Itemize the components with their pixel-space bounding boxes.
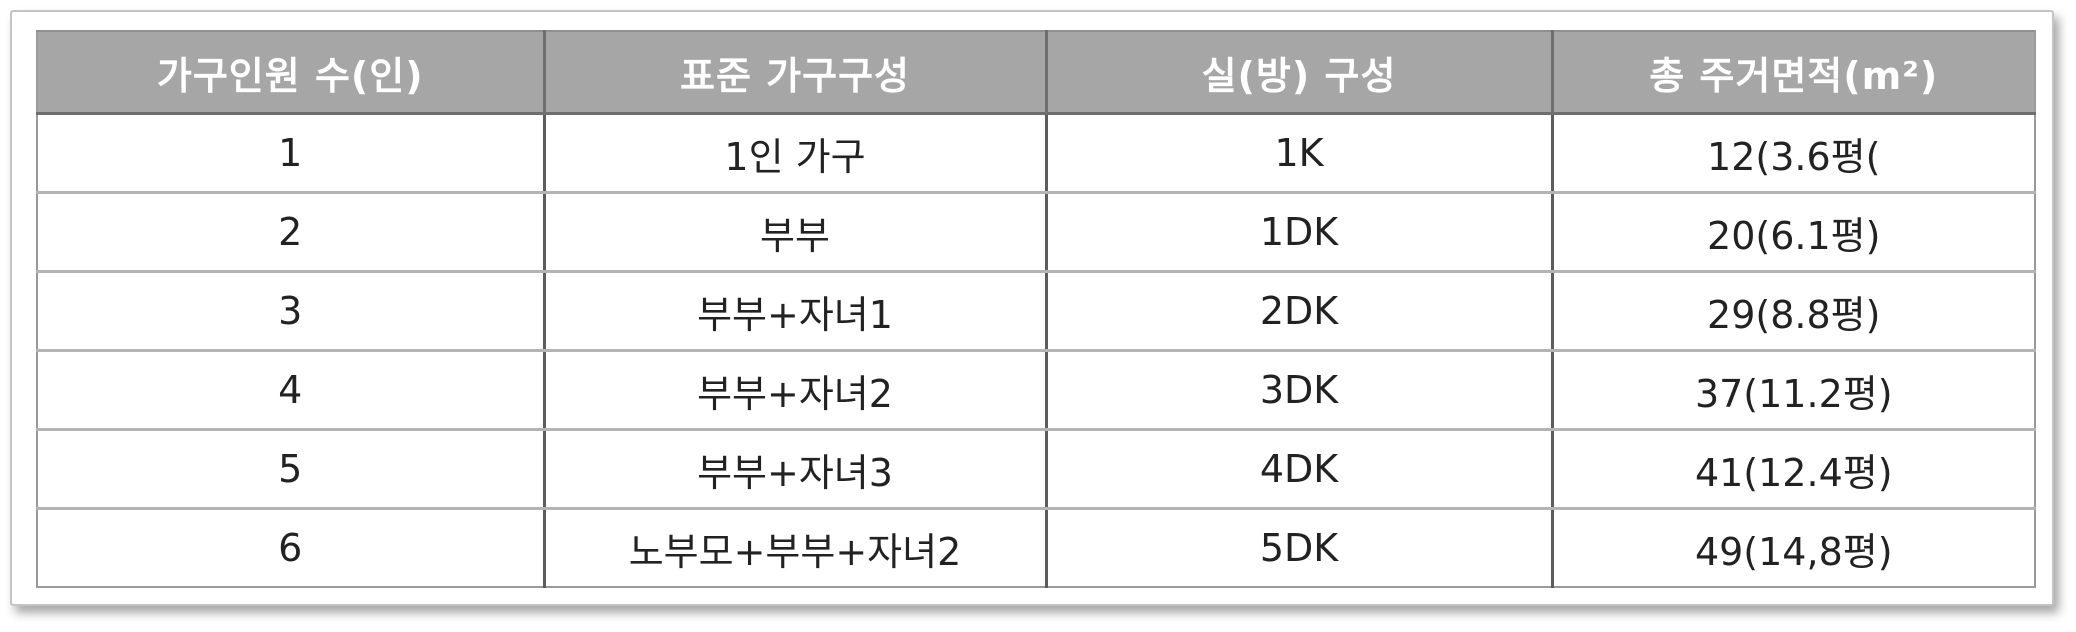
table-row: 2 부부 1DK 20(6.1평) — [36, 192, 2036, 273]
cell-household-composition: 부부+자녀1 — [542, 271, 1046, 352]
cell-room-composition: 4DK — [1044, 429, 1552, 510]
cell-room-composition: 5DK — [1044, 508, 1552, 588]
cell-total-floor-area: 37(11.2평) — [1550, 350, 2036, 431]
table-row: 1 1인 가구 1K 12(3.6평( — [36, 113, 2036, 194]
table-frame: 가구인원 수(인) 표준 가구구성 실(방) 구성 총 주거면적(m²) 1 1… — [10, 10, 2054, 606]
cell-total-floor-area: 12(3.6평( — [1550, 113, 2036, 194]
cell-household-size: 4 — [36, 350, 544, 431]
header-room-composition: 실(방) 구성 — [1044, 30, 1552, 115]
cell-room-composition: 1DK — [1044, 192, 1552, 273]
table-row: 3 부부+자녀1 2DK 29(8.8평) — [36, 271, 2036, 352]
cell-household-composition: 노부모+부부+자녀2 — [542, 508, 1046, 588]
cell-household-composition: 1인 가구 — [542, 113, 1046, 194]
cell-room-composition: 2DK — [1044, 271, 1552, 352]
cell-household-size: 6 — [36, 508, 544, 588]
header-household-size: 가구인원 수(인) — [36, 30, 544, 115]
table-row: 4 부부+자녀2 3DK 37(11.2평) — [36, 350, 2036, 431]
cell-household-size: 3 — [36, 271, 544, 352]
cell-household-composition: 부부+자녀2 — [542, 350, 1046, 431]
cell-household-size: 5 — [36, 429, 544, 510]
header-total-floor-area: 총 주거면적(m²) — [1550, 30, 2036, 115]
cell-total-floor-area: 20(6.1평) — [1550, 192, 2036, 273]
cell-household-composition: 부부 — [542, 192, 1046, 273]
cell-total-floor-area: 41(12.4평) — [1550, 429, 2036, 510]
table-row: 5 부부+자녀3 4DK 41(12.4평) — [36, 429, 2036, 510]
table-row: 6 노부모+부부+자녀2 5DK 49(14,8평) — [36, 508, 2036, 588]
cell-household-size: 2 — [36, 192, 544, 273]
cell-household-composition: 부부+자녀3 — [542, 429, 1046, 510]
cell-total-floor-area: 49(14,8평) — [1550, 508, 2036, 588]
household-area-table: 가구인원 수(인) 표준 가구구성 실(방) 구성 총 주거면적(m²) 1 1… — [36, 30, 2036, 588]
cell-household-size: 1 — [36, 113, 544, 194]
cell-total-floor-area: 29(8.8평) — [1550, 271, 2036, 352]
header-household-composition: 표준 가구구성 — [542, 30, 1046, 115]
cell-room-composition: 3DK — [1044, 350, 1552, 431]
cell-room-composition: 1K — [1044, 113, 1552, 194]
header-row: 가구인원 수(인) 표준 가구구성 실(방) 구성 총 주거면적(m²) — [36, 30, 2036, 115]
